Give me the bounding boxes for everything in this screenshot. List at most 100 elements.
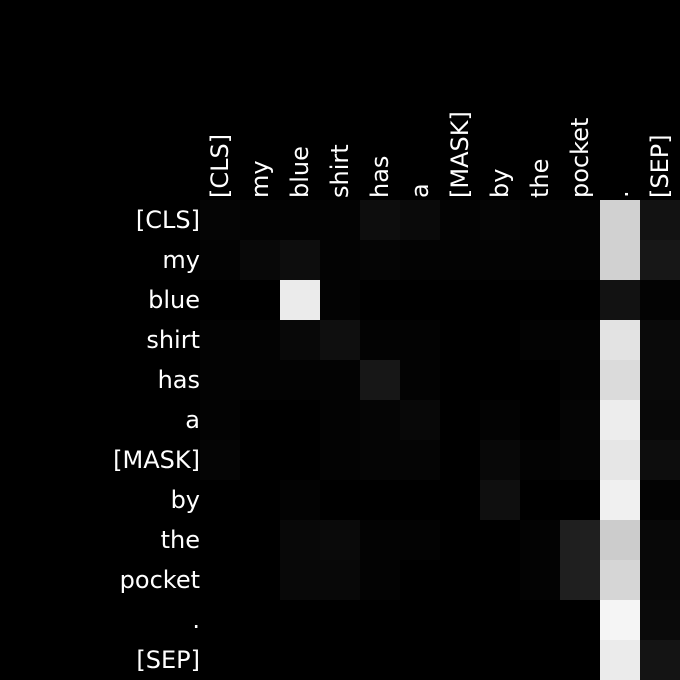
heatmap-cell-r6-c2 bbox=[280, 440, 320, 480]
x-tick-label-4: has bbox=[366, 156, 394, 198]
heatmap-cell-r10-c7 bbox=[480, 600, 520, 640]
heatmap-cell-r5-c8 bbox=[520, 400, 560, 440]
heatmap-cell-r6-c3 bbox=[320, 440, 360, 480]
heatmap-cell-r4-c3 bbox=[320, 360, 360, 400]
x-tick-label-9: pocket bbox=[566, 118, 594, 198]
heatmap-cell-r3-c1 bbox=[240, 320, 280, 360]
heatmap-cell-r1-c5 bbox=[400, 240, 440, 280]
heatmap-cell-r9-c7 bbox=[480, 560, 520, 600]
heatmap-cell-r4-c5 bbox=[400, 360, 440, 400]
heatmap-cell-r3-c5 bbox=[400, 320, 440, 360]
heatmap-cell-r5-c0 bbox=[200, 400, 240, 440]
heatmap-cell-r0-c3 bbox=[320, 200, 360, 240]
x-tick-label-5: a bbox=[406, 183, 434, 198]
heatmap-cell-r1-c10 bbox=[600, 240, 640, 280]
heatmap-cell-r11-c8 bbox=[520, 640, 560, 680]
heatmap-cell-r4-c9 bbox=[560, 360, 600, 400]
x-tick-label-7: by bbox=[486, 169, 514, 198]
y-tick-label-6: [MASK] bbox=[113, 446, 200, 474]
heatmap-cell-r6-c9 bbox=[560, 440, 600, 480]
heatmap-cell-r8-c2 bbox=[280, 520, 320, 560]
heatmap-cell-r5-c4 bbox=[360, 400, 400, 440]
x-tick-label-2: blue bbox=[286, 146, 314, 198]
heatmap-cell-r11-c5 bbox=[400, 640, 440, 680]
heatmap-cell-r1-c7 bbox=[480, 240, 520, 280]
heatmap-cell-r11-c11 bbox=[640, 640, 680, 680]
heatmap-cell-r4-c11 bbox=[640, 360, 680, 400]
heatmap-cell-r10-c0 bbox=[200, 600, 240, 640]
heatmap-cell-r9-c5 bbox=[400, 560, 440, 600]
heatmap-cell-r10-c3 bbox=[320, 600, 360, 640]
heatmap-cell-r8-c11 bbox=[640, 520, 680, 560]
heatmap-cell-r2-c5 bbox=[400, 280, 440, 320]
heatmap-cell-r7-c4 bbox=[360, 480, 400, 520]
heatmap-cell-r0-c5 bbox=[400, 200, 440, 240]
heatmap-cell-r8-c7 bbox=[480, 520, 520, 560]
x-tick-label-11: [SEP] bbox=[646, 134, 674, 198]
heatmap-cell-r0-c10 bbox=[600, 200, 640, 240]
heatmap-cell-r3-c4 bbox=[360, 320, 400, 360]
heatmap-cell-r10-c1 bbox=[240, 600, 280, 640]
x-tick-label-3: shirt bbox=[326, 144, 354, 198]
heatmap-cell-r7-c2 bbox=[280, 480, 320, 520]
heatmap-cell-r2-c11 bbox=[640, 280, 680, 320]
x-tick-label-8: the bbox=[526, 159, 554, 198]
heatmap-cell-r10-c10 bbox=[600, 600, 640, 640]
heatmap-cell-r5-c3 bbox=[320, 400, 360, 440]
heatmap-cell-r0-c1 bbox=[240, 200, 280, 240]
heatmap-cell-r0-c7 bbox=[480, 200, 520, 240]
heatmap-cell-r2-c9 bbox=[560, 280, 600, 320]
heatmap-cell-r9-c2 bbox=[280, 560, 320, 600]
y-tick-labels: [CLS] my blue shirt has a [MASK] by the pocket. [S… bbox=[113, 206, 200, 674]
heatmap-cell-r3-c10 bbox=[600, 320, 640, 360]
heatmap-cell-r5-c6 bbox=[440, 400, 480, 440]
heatmap-cell-r9-c3 bbox=[320, 560, 360, 600]
heatmap-cell-r6-c5 bbox=[400, 440, 440, 480]
heatmap-cell-r3-c11 bbox=[640, 320, 680, 360]
heatmap-cell-r11-c10 bbox=[600, 640, 640, 680]
heatmap-cell-r11-c2 bbox=[280, 640, 320, 680]
heatmap-cell-r2-c2 bbox=[280, 280, 320, 320]
heatmap-cell-r3-c3 bbox=[320, 320, 360, 360]
heatmap-cell-r10-c4 bbox=[360, 600, 400, 640]
heatmap-cell-r1-c3 bbox=[320, 240, 360, 280]
heatmap-cell-r11-c6 bbox=[440, 640, 480, 680]
heatmap-cell-r0-c8 bbox=[520, 200, 560, 240]
heatmap-cell-r9-c6 bbox=[440, 560, 480, 600]
y-tick-label-8: the bbox=[161, 526, 200, 554]
heatmap-cell-r4-c7 bbox=[480, 360, 520, 400]
heatmap-cell-r7-c5 bbox=[400, 480, 440, 520]
heatmap-cell-r2-c0 bbox=[200, 280, 240, 320]
heatmap-cell-r7-c0 bbox=[200, 480, 240, 520]
heatmap-cell-r3-c9 bbox=[560, 320, 600, 360]
heatmap-cell-r9-c8 bbox=[520, 560, 560, 600]
heatmap-cell-r1-c8 bbox=[520, 240, 560, 280]
heatmap-cell-r11-c3 bbox=[320, 640, 360, 680]
heatmap-cell-r5-c11 bbox=[640, 400, 680, 440]
heatmap-cell-r10-c8 bbox=[520, 600, 560, 640]
heatmap-cell-r0-c0 bbox=[200, 200, 240, 240]
y-tick-label-10: . bbox=[192, 606, 200, 634]
heatmap-cell-r9-c1 bbox=[240, 560, 280, 600]
heatmap-cell-r1-c2 bbox=[280, 240, 320, 280]
heatmap-cell-r10-c2 bbox=[280, 600, 320, 640]
heatmap-cell-r2-c7 bbox=[480, 280, 520, 320]
heatmap-cell-r11-c1 bbox=[240, 640, 280, 680]
heatmap-cell-r8-c6 bbox=[440, 520, 480, 560]
heatmap-cell-r7-c9 bbox=[560, 480, 600, 520]
y-tick-label-3: shirt bbox=[146, 326, 200, 354]
heatmap-cell-r8-c10 bbox=[600, 520, 640, 560]
heatmap-cell-r7-c3 bbox=[320, 480, 360, 520]
heatmap-cell-r8-c8 bbox=[520, 520, 560, 560]
x-tick-labels: [CLS] my blue shirt has a [MASK] by the pocket. [S… bbox=[206, 111, 674, 198]
heatmap-cell-r2-c4 bbox=[360, 280, 400, 320]
heatmap-cell-r6-c4 bbox=[360, 440, 400, 480]
heatmap-cell-r10-c11 bbox=[640, 600, 680, 640]
heatmap-cell-r5-c5 bbox=[400, 400, 440, 440]
heatmap-cell-r4-c6 bbox=[440, 360, 480, 400]
heatmap-cell-r6-c0 bbox=[200, 440, 240, 480]
y-tick-label-4: has bbox=[158, 366, 200, 394]
heatmap-cell-r0-c4 bbox=[360, 200, 400, 240]
heatmap-cell-r7-c10 bbox=[600, 480, 640, 520]
heatmap-cell-r8-c3 bbox=[320, 520, 360, 560]
